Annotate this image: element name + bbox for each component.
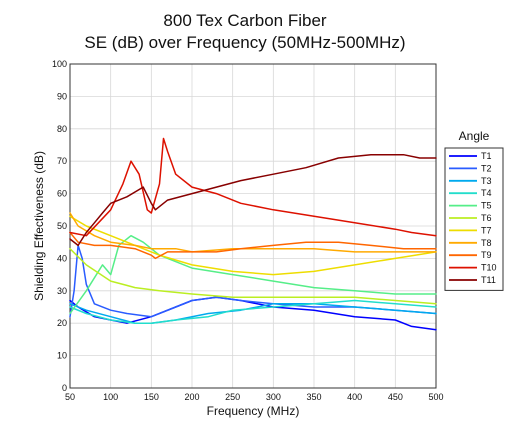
y-tick-label: 20 [57, 318, 67, 328]
x-tick-label: 200 [184, 392, 199, 402]
y-tick-label: 0 [62, 383, 67, 393]
plot-area-frame [69, 63, 437, 389]
legend-label-t6: T6 [481, 213, 492, 223]
grid-layer [69, 63, 437, 389]
legend-label-t8: T8 [481, 238, 492, 248]
legend: Angle T1 T2 T3 T4 T5 T6 T7 T8 T9 T10 T11 [444, 129, 504, 291]
legend-label-t10: T10 [481, 263, 497, 273]
legend-label-t4: T4 [481, 188, 492, 198]
series-line-t2 [69, 244, 437, 318]
x-tick-label: 400 [347, 392, 362, 402]
series-line-t10 [69, 137, 437, 237]
x-axis-ticks: 50 100 150 200 250 300 350 400 450 500 [65, 392, 444, 402]
y-tick-label: 100 [52, 59, 67, 69]
x-tick-label: 500 [428, 392, 443, 402]
legend-label-t5: T5 [481, 201, 492, 211]
y-tick-label: 40 [57, 253, 67, 263]
legend-title: Angle [459, 129, 490, 143]
y-tick-label: 90 [57, 91, 67, 101]
x-tick-label: 450 [388, 392, 403, 402]
legend-label-t1: T1 [481, 151, 492, 161]
x-axis-label: Frequency (MHz) [207, 404, 300, 418]
series-line-t3 [69, 303, 437, 324]
y-tick-label: 70 [57, 156, 67, 166]
series-line-t6 [69, 247, 437, 305]
legend-label-t11: T11 [481, 275, 496, 285]
legend-label-t7: T7 [481, 225, 492, 235]
series-line-t9 [69, 231, 437, 260]
series-line-t4 [69, 299, 437, 324]
series-line-t7 [69, 215, 437, 276]
legend-items: T1 T2 T3 T4 T5 T6 T7 T8 T9 T10 T11 [449, 151, 497, 285]
y-axis-ticks: 0 10 20 30 40 50 60 70 80 90 100 [52, 59, 67, 393]
chart-subtitle: SE (dB) over Frequency (50MHz-500MHz) [84, 33, 405, 52]
legend-label-t2: T2 [481, 163, 492, 173]
x-tick-label: 250 [225, 392, 240, 402]
y-tick-label: 80 [57, 124, 67, 134]
y-axis-label: Shielding Effectiveness (dB) [32, 151, 46, 301]
y-tick-label: 60 [57, 189, 67, 199]
series-line-t8 [69, 212, 437, 253]
x-tick-label: 50 [65, 392, 75, 402]
y-tick-label: 50 [57, 221, 67, 231]
x-tick-label: 100 [103, 392, 118, 402]
x-tick-label: 150 [144, 392, 159, 402]
legend-label-t3: T3 [481, 176, 492, 186]
legend-box [444, 147, 504, 291]
x-tick-label: 350 [306, 392, 321, 402]
y-tick-label: 30 [57, 286, 67, 296]
x-tick-label: 300 [266, 392, 281, 402]
series-line-t11 [69, 153, 437, 247]
series-layer [69, 137, 437, 331]
chart-title: 800 Tex Carbon Fiber [163, 11, 327, 30]
y-tick-label: 10 [57, 351, 67, 361]
legend-label-t9: T9 [481, 250, 492, 260]
